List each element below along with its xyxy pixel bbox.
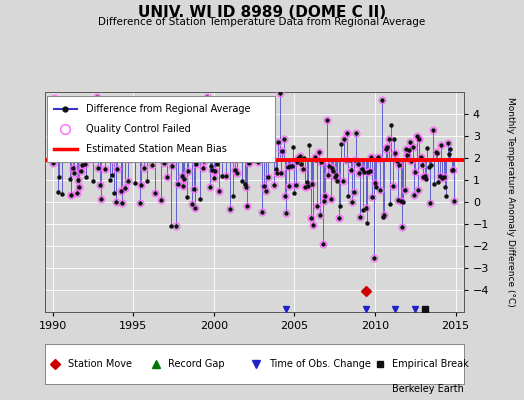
Text: Estimated Station Mean Bias: Estimated Station Mean Bias — [86, 144, 227, 154]
Text: Difference from Regional Average: Difference from Regional Average — [86, 104, 250, 114]
Text: Berkeley Earth: Berkeley Earth — [392, 384, 464, 394]
Text: Quality Control Failed: Quality Control Failed — [86, 124, 191, 134]
Text: Record Gap: Record Gap — [168, 359, 225, 369]
Text: Station Move: Station Move — [68, 359, 132, 369]
Y-axis label: Monthly Temperature Anomaly Difference (°C): Monthly Temperature Anomaly Difference (… — [506, 97, 515, 307]
Text: UNIV. WI ID 8989 (DOME C II): UNIV. WI ID 8989 (DOME C II) — [138, 5, 386, 20]
Text: Difference of Station Temperature Data from Regional Average: Difference of Station Temperature Data f… — [99, 17, 425, 27]
Text: Empirical Break: Empirical Break — [392, 359, 469, 369]
Text: Time of Obs. Change: Time of Obs. Change — [269, 359, 370, 369]
